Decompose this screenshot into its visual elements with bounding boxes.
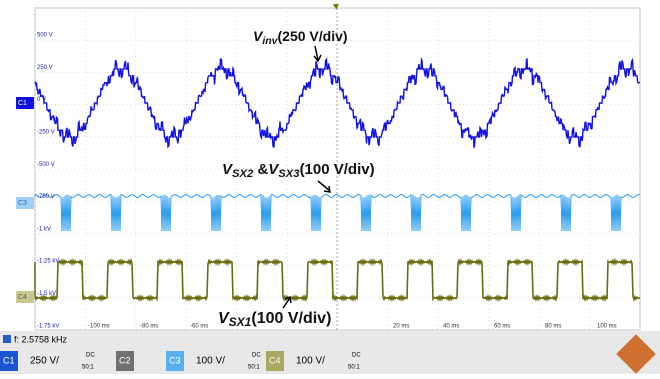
channel-probe: 50:1 — [82, 365, 94, 371]
channel-coupling: DC — [86, 353, 95, 359]
annotation-text: (100 V/div) — [251, 310, 331, 327]
x-label: 80 ms — [545, 324, 561, 330]
channel-marker-label: C1 — [18, 100, 27, 107]
frequency: f: 2.5758 kHz — [14, 334, 68, 344]
x-label: 60 ms — [494, 324, 510, 330]
y-label: -1 kV — [37, 226, 51, 232]
annotation-text: & — [253, 161, 268, 178]
annotation-text: (100 V/div) — [300, 161, 375, 178]
channel-probe: 50:1 — [248, 365, 260, 371]
channel-coupling: DC — [352, 353, 361, 359]
channel-name: C3 — [169, 355, 181, 365]
y-label: 500 V — [37, 33, 53, 39]
channel-scale: 100 V/ — [196, 356, 225, 367]
channel-name: C1 — [3, 355, 15, 365]
x-label: -100 ms — [88, 324, 110, 330]
channel-name: C4 — [269, 355, 281, 365]
channel-name: C2 — [119, 355, 131, 365]
annotation-subscript: SX1 — [229, 315, 252, 329]
channel-probe: 50:1 — [348, 365, 360, 371]
channel-scale: 100 V/ — [296, 356, 325, 367]
x-label: -80 ms — [140, 324, 158, 330]
annotation-subscript: SX3 — [278, 168, 300, 180]
x-label: -60 ms — [190, 324, 208, 330]
y-label: -500 V — [37, 162, 55, 168]
channel-marker-label: C4 — [18, 294, 27, 301]
annotation-subscript: SX2 — [232, 168, 254, 180]
scope-screen: 500 V 250 V 0 V -250 V -500 V -750 V -1 kV -1.2… — [0, 0, 660, 374]
annotation-text: (250 V/div) — [278, 28, 348, 44]
y-label: -750 V — [37, 194, 55, 200]
x-label: 40 ms — [443, 324, 459, 330]
channel-coupling: DC — [252, 353, 261, 359]
y-label: -1.75 kV — [37, 323, 59, 329]
y-label: 250 V — [37, 65, 53, 71]
y-label: -1.25 kV — [37, 259, 59, 265]
channel-marker-label: C3 — [18, 200, 27, 207]
x-label: 100 ms — [597, 324, 617, 330]
x-label: 20 ms — [393, 324, 409, 330]
y-label: 0 V — [37, 97, 46, 103]
y-label: -1.5 kV — [37, 291, 56, 297]
channel-scale: 250 V/ — [30, 356, 59, 367]
y-label: -250 V — [37, 129, 55, 135]
status-bar — [0, 331, 660, 374]
freq-icon — [3, 335, 11, 343]
annotation-subscript: inv — [262, 35, 278, 47]
